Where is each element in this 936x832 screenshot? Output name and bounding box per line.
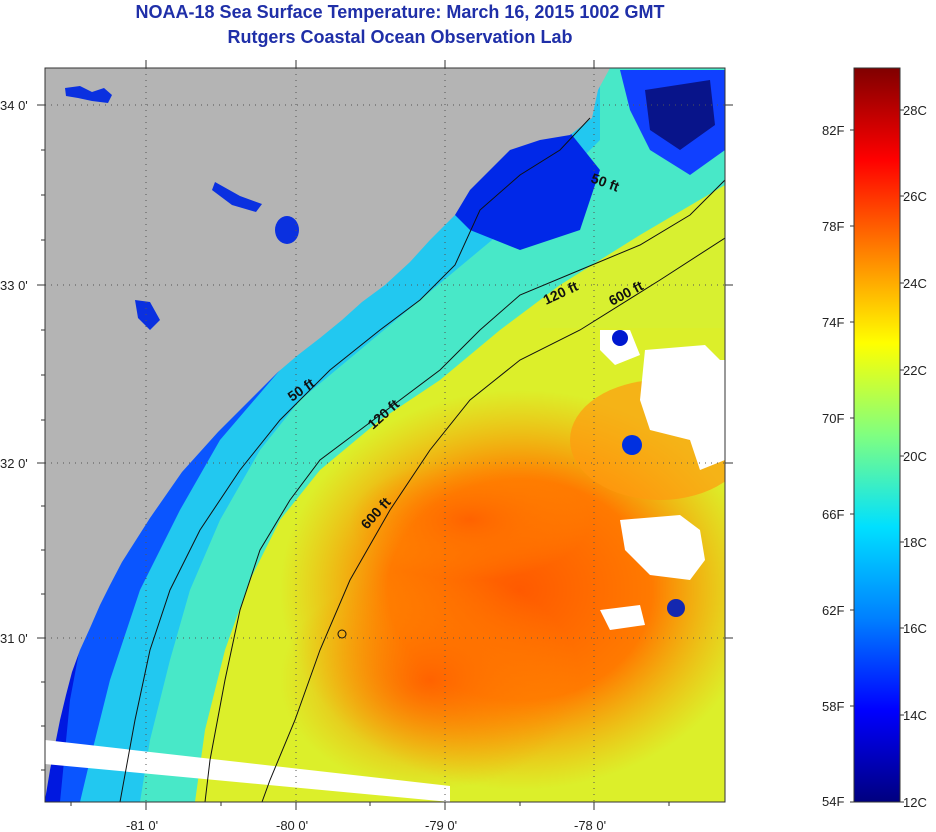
contour-600ft	[261, 237, 725, 802]
latitude-label: 31 0'	[0, 631, 28, 646]
colorbar-c-label: 20C	[903, 449, 927, 464]
latitude-label: 33 0'	[0, 278, 28, 293]
colorbar-c-label: 28C	[903, 103, 927, 118]
satellite-swath-gap	[45, 740, 450, 802]
latitude-label: 34 0'	[0, 98, 28, 113]
colorbar-c-label: 22C	[903, 363, 927, 378]
land-mass	[45, 68, 610, 800]
colorbar-f-label: 58F	[822, 699, 844, 714]
colorbar-c-label: 12C	[903, 795, 927, 810]
colorbar-f-label: 54F	[822, 794, 844, 809]
contour-120ft	[204, 179, 725, 802]
colorbar-c-label: 14C	[903, 708, 927, 723]
longitude-label: -80 0'	[276, 818, 308, 832]
colorbar-c-label: 16C	[903, 621, 927, 636]
colorbar-ticks	[850, 109, 904, 803]
longitude-label: -78 0'	[574, 818, 606, 832]
colorbar-c-label: 26C	[903, 189, 927, 204]
colorbar-f-label: 62F	[822, 603, 844, 618]
contour-50ft	[119, 117, 591, 802]
colorbar	[853, 67, 901, 803]
longitude-label: -79 0'	[425, 818, 457, 832]
colorbar-f-label: 70F	[822, 411, 844, 426]
colorbar-f-label: 66F	[822, 507, 844, 522]
map-subtitle: Rutgers Coastal Ocean Observation Lab	[227, 27, 573, 47]
colorbar-f-label: 74F	[822, 315, 844, 330]
axis-ticks	[37, 60, 733, 810]
map-title: NOAA-18 Sea Surface Temperature: March 1…	[135, 2, 665, 22]
colorbar-f-label: 82F	[822, 123, 844, 138]
colorbar-f-label: 78F	[822, 219, 844, 234]
latitude-label: 32 0'	[0, 456, 28, 471]
sst-image: 50 ft 50 ft 120 ft 120 ft 600 ft 600 ft	[45, 68, 725, 802]
colorbar-c-label: 18C	[903, 535, 927, 550]
map-frame	[44, 67, 726, 803]
longitude-label: -81 0'	[126, 818, 158, 832]
colorbar-c-label: 24C	[903, 276, 927, 291]
